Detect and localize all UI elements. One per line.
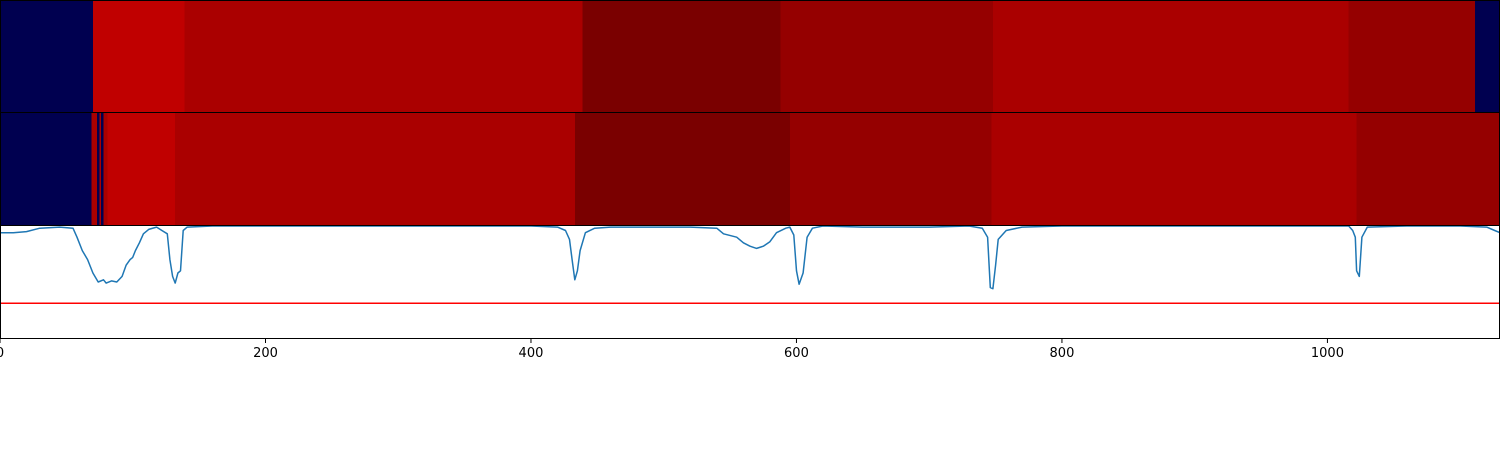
line-panel-frame xyxy=(0,225,1500,339)
heatmap-segment-1-6 xyxy=(1348,1,1475,112)
x-tick-label: 400 xyxy=(519,346,544,361)
heatmap-segment-1-5 xyxy=(992,1,1349,112)
heatmap-segment-2-10 xyxy=(991,113,1357,225)
heatmap-segment-1-7 xyxy=(1474,1,1500,112)
heatmap-segment-1-1 xyxy=(92,1,185,112)
x-tick-label: 600 xyxy=(784,346,809,361)
x-tick-label: 800 xyxy=(1050,346,1075,361)
heatmap-segment-1-2 xyxy=(184,1,583,112)
heatmap-segment-1-4 xyxy=(780,1,993,112)
heatmap-segment-2-8 xyxy=(574,113,790,225)
heatmap-track-1 xyxy=(0,0,1500,113)
heatmap-segment-2-0 xyxy=(0,113,92,225)
x-axis: 0 200 400 600 800 1000 xyxy=(0,338,1344,361)
series-line-0 xyxy=(0,225,1500,290)
heatmap-segment-2-4 xyxy=(100,113,104,225)
heatmap-segment-2-9 xyxy=(789,113,992,225)
heatmap-segment-2-1 xyxy=(91,113,97,225)
x-tick-label: 200 xyxy=(253,346,278,361)
x-tick-label: 0 xyxy=(0,346,4,361)
heatmap-segment-1-0 xyxy=(0,1,93,112)
heatmap-segment-2-6 xyxy=(107,113,176,225)
heatmap-segment-2-2 xyxy=(96,113,100,225)
heatmap-segment-2-5 xyxy=(103,113,108,225)
x-tick-label: 1000 xyxy=(1311,346,1344,361)
heatmap-track-2 xyxy=(0,112,1500,226)
line-panel xyxy=(0,225,1500,339)
heatmap-segment-2-3 xyxy=(99,113,101,225)
heatmap-segment-2-7 xyxy=(175,113,575,225)
heatmap-segment-2-11 xyxy=(1356,113,1500,225)
heatmap-segment-1-3 xyxy=(582,1,781,112)
